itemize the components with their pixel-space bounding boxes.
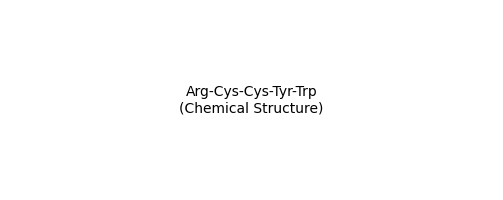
Text: Arg-Cys-Cys-Tyr-Trp
(Chemical Structure): Arg-Cys-Cys-Tyr-Trp (Chemical Structure) xyxy=(179,85,324,115)
